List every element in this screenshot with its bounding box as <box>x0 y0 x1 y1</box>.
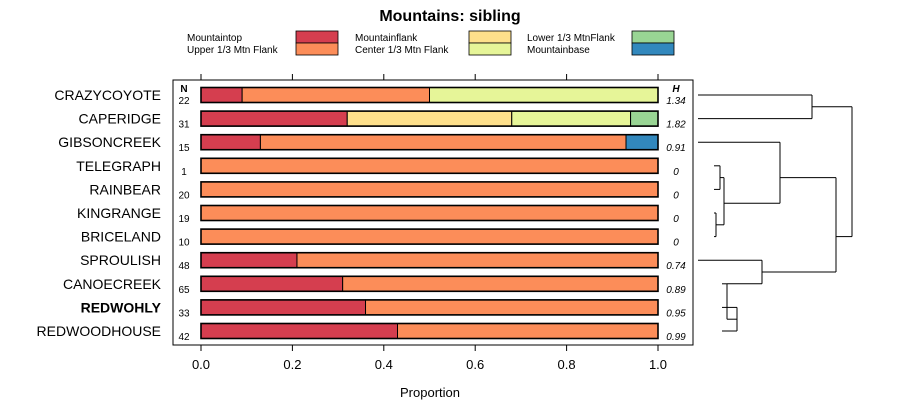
bar-segment <box>200 205 659 221</box>
row-h: 0.89 <box>666 285 686 296</box>
legend-swatch <box>631 30 675 44</box>
row-label: CRAZYCOYOTE <box>54 87 161 103</box>
row-h: 1.82 <box>666 120 686 131</box>
row-n: 42 <box>178 332 190 343</box>
bar-segment <box>365 299 659 316</box>
dendrogram <box>698 94 853 332</box>
bar-segment <box>259 134 627 151</box>
bar-outline <box>200 204 659 222</box>
legend-swatch <box>631 42 675 56</box>
x-tick-label: 1.0 <box>649 357 667 372</box>
h-header: H <box>672 84 680 95</box>
row-h: 0.95 <box>666 308 686 319</box>
row-h: 0 <box>673 214 679 225</box>
row-n: 15 <box>178 143 190 154</box>
bar-segment <box>200 110 348 127</box>
row-n: 22 <box>178 96 190 107</box>
x-tick-label: 0.4 <box>375 357 393 372</box>
plot-frame <box>172 79 694 346</box>
legend-label: Mountainflank <box>355 33 418 44</box>
row-h: 0.91 <box>666 143 685 154</box>
n-header: N <box>180 84 187 95</box>
bar-segment <box>200 323 399 339</box>
bar-segment <box>200 134 261 151</box>
row-n: 10 <box>178 238 190 249</box>
bar-segment <box>625 134 659 151</box>
bar-segment <box>346 110 513 127</box>
bar-segment <box>200 181 659 198</box>
bar-outline <box>200 275 659 293</box>
bar-segment <box>241 87 430 103</box>
row-h: 0.74 <box>666 261 686 272</box>
legend-label: Mountainbase <box>527 45 590 56</box>
legend-label: Lower 1/3 MtnFlank <box>527 33 616 44</box>
bar-outline <box>200 251 659 269</box>
row-label: REDWOODHOUSE <box>37 323 161 339</box>
x-axis: 0.0 0.2 0.4 0.6 0.8 1.0 <box>192 74 667 372</box>
legend-swatch <box>468 42 512 56</box>
legend-swatch <box>468 30 512 44</box>
legend-swatch <box>295 42 339 56</box>
row-label: TELEGRAPH <box>76 158 161 174</box>
row-n: 19 <box>178 214 190 225</box>
bar-outline <box>200 181 659 198</box>
row-label: CAPERIDGE <box>79 111 161 127</box>
bar-segment <box>200 299 367 316</box>
bar-segment <box>200 157 659 174</box>
row-n: 65 <box>178 285 190 296</box>
legend-label: Upper 1/3 Mtn Flank <box>187 45 279 56</box>
bar-outline <box>200 86 659 104</box>
x-tick-label: 0.2 <box>283 357 301 372</box>
bar-segment <box>200 275 344 292</box>
chart-title: Mountains: sibling <box>379 8 520 25</box>
bar-segment <box>630 110 659 127</box>
bar-outline <box>200 133 659 151</box>
x-tick-label: 0.8 <box>558 357 576 372</box>
row-h: 0 <box>673 167 679 178</box>
row-h: 0 <box>673 238 679 249</box>
row-n: 31 <box>178 120 190 131</box>
row-n: 33 <box>178 308 190 319</box>
row-n: 48 <box>178 261 190 272</box>
row-label: GIBSONCREEK <box>58 134 161 150</box>
x-tick-label: 0.6 <box>466 357 484 372</box>
bar-outline <box>200 322 659 340</box>
bar-outline <box>200 228 659 245</box>
bar-segment <box>296 252 659 269</box>
row-h: 0 <box>673 190 679 201</box>
bar-segment <box>200 87 243 103</box>
row-h: 0.99 <box>666 332 686 343</box>
row-label: BRICELAND <box>81 229 161 245</box>
legend-label: Mountaintop <box>187 33 242 44</box>
legend-label: Center 1/3 Mtn Flank <box>355 45 449 56</box>
row-n: 1 <box>181 167 187 178</box>
row-label: RAINBEAR <box>89 181 161 197</box>
bar-segment <box>429 87 659 103</box>
bar-outline <box>200 110 659 127</box>
bar-segment <box>200 252 298 269</box>
row-label: KINGRANGE <box>77 205 161 221</box>
bar-outline <box>200 299 659 316</box>
bar-segment <box>511 110 632 127</box>
bar-rows: CRAZYCOYOTE 22 1.34 CAPERIDGE 31 1.82 GIBSONCR… <box>37 86 686 343</box>
row-label: SPROULISH <box>80 252 161 268</box>
bar-segment <box>342 275 659 292</box>
x-axis-title: Proportion <box>400 385 460 400</box>
x-tick-label: 0.0 <box>192 357 210 372</box>
legend-swatch <box>295 30 339 44</box>
bar-outline <box>200 157 659 175</box>
row-label: REDWOHLY <box>81 299 162 315</box>
row-label: CANOECREEK <box>63 276 162 292</box>
bar-segment <box>200 228 659 245</box>
row-h: 1.34 <box>666 96 686 107</box>
bar-segment <box>397 323 659 339</box>
row-n: 20 <box>178 190 190 201</box>
